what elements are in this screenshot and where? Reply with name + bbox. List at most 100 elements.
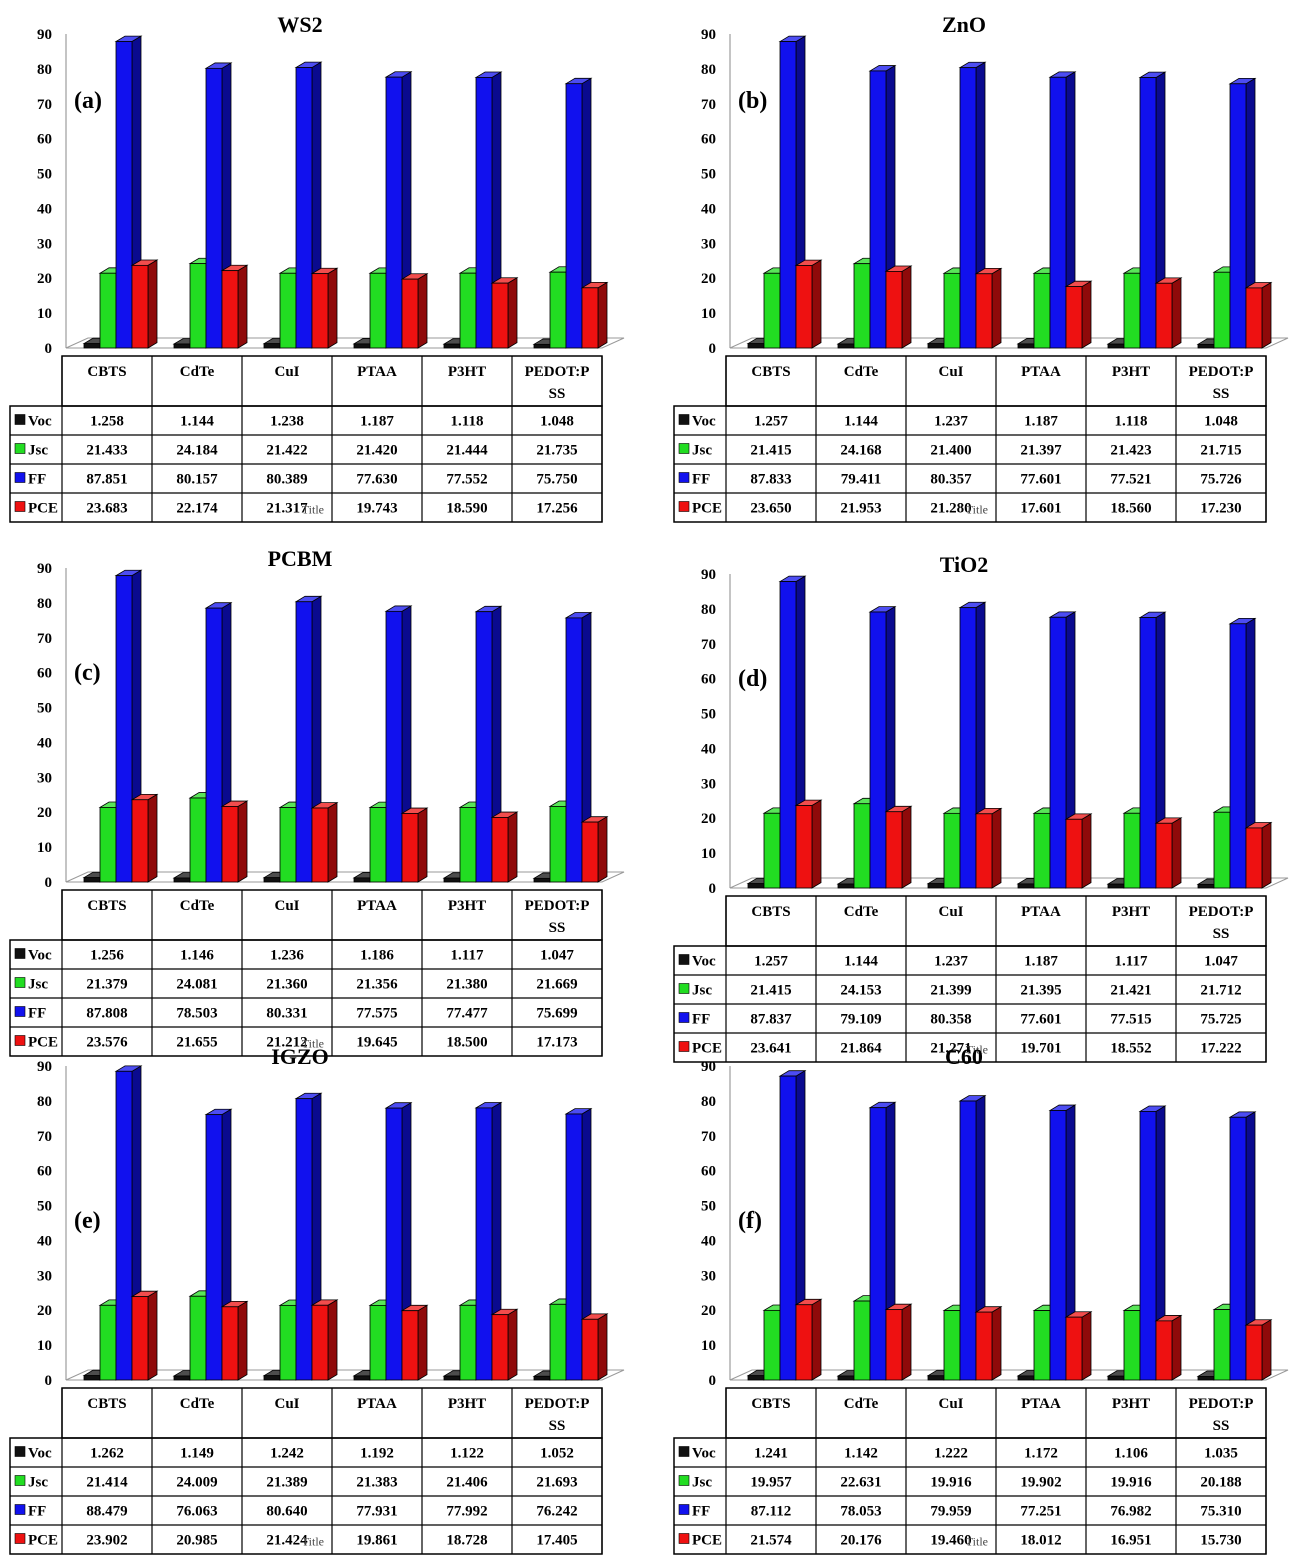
data-table: CBTS CdTe CuI PTAA P3HT PEDOT:P SS Voc 1.256 1.14… [9, 889, 603, 1057]
data-value: 78.503 [176, 1006, 217, 1022]
legend-swatch [14, 948, 26, 959]
y-tick-label: 20 [701, 811, 716, 827]
data-value: 1.149 [180, 1446, 214, 1462]
y-tick-label: 40 [37, 201, 52, 217]
data-value: 19.916 [1110, 1475, 1152, 1491]
y-tick-label: 60 [701, 132, 716, 148]
data-value: 75.750 [536, 472, 577, 488]
bar-pce [220, 264, 249, 349]
data-value: 75.726 [1200, 472, 1242, 488]
legend-swatch [14, 1475, 26, 1486]
data-value: 1.117 [451, 948, 484, 964]
bar-pce [1244, 821, 1273, 889]
legend-swatch [14, 414, 26, 425]
y-tick-label: 30 [701, 1268, 716, 1284]
y-tick-label: 20 [37, 1303, 52, 1319]
y-tick-label: 30 [37, 1268, 52, 1284]
bar-pce [884, 805, 913, 889]
y-tick-label: 20 [37, 805, 52, 821]
y-tick-label: 10 [701, 1338, 716, 1354]
series-label: FF [28, 472, 46, 488]
category-label: PTAA [1021, 1396, 1061, 1412]
y-tick-label: 90 [37, 561, 52, 577]
bar-pce [974, 267, 1003, 349]
y-tick-label: 70 [701, 97, 716, 113]
legend-swatch [678, 1041, 690, 1052]
category-label: CdTe [180, 1396, 215, 1412]
chart-title: ZnO [942, 12, 986, 37]
category-label: PTAA [357, 898, 397, 914]
bar-ff [1048, 1104, 1077, 1381]
data-value: 21.953 [840, 501, 881, 517]
bar-pce [974, 807, 1003, 889]
bar-pce [1154, 817, 1183, 889]
data-value: 1.262 [90, 1446, 124, 1462]
data-value: 24.184 [176, 443, 218, 459]
data-value: 21.414 [86, 1475, 128, 1491]
data-value: 1.048 [1204, 414, 1238, 430]
data-value: 77.552 [446, 472, 487, 488]
y-tick-label: 90 [37, 1059, 52, 1075]
data-value: 21.380 [446, 977, 487, 993]
data-value: 1.144 [844, 414, 878, 430]
bar-pce [1154, 277, 1183, 349]
stray-title-note: Title [302, 503, 324, 517]
data-value: 21.406 [446, 1475, 488, 1491]
data-value: 77.521 [1110, 472, 1151, 488]
data-value: 77.575 [356, 1006, 397, 1022]
series-label: PCE [692, 1041, 722, 1057]
data-value: 80.331 [266, 1006, 307, 1022]
series-label: Voc [692, 954, 716, 970]
bar-pce [794, 1298, 823, 1381]
data-value: 1.047 [540, 948, 574, 964]
bar-pce [130, 259, 159, 349]
legend-swatch [678, 501, 690, 512]
legend-swatch [14, 977, 26, 988]
data-value: 1.117 [1115, 954, 1148, 970]
series-label: PCE [692, 1533, 722, 1549]
data-value: 1.118 [451, 414, 484, 430]
data-value: 23.902 [86, 1533, 127, 1549]
category-label: CdTe [180, 898, 215, 914]
bar-pce [1244, 1319, 1273, 1381]
data-value: 80.357 [930, 472, 972, 488]
bar-pce [580, 1313, 609, 1381]
data-value: 79.411 [841, 472, 881, 488]
legend-swatch [14, 1446, 26, 1457]
category-label: P3HT [1112, 904, 1150, 920]
data-value: 80.157 [176, 472, 218, 488]
category-label: PTAA [1021, 364, 1061, 380]
data-value: 20.985 [176, 1533, 217, 1549]
data-value: 21.360 [266, 977, 307, 993]
data-value: 21.864 [840, 1041, 882, 1057]
data-value: 21.356 [356, 977, 398, 993]
data-value: 75.310 [1200, 1504, 1241, 1520]
data-value: 19.743 [356, 501, 397, 517]
data-value: 87.112 [751, 1504, 791, 1520]
category-label: CBTS [87, 364, 126, 380]
data-value: 19.902 [1020, 1475, 1061, 1491]
data-value: 1.035 [1204, 1446, 1238, 1462]
bar-pce [310, 1299, 339, 1381]
data-value: 78.053 [840, 1504, 881, 1520]
y-tick-label: 60 [701, 672, 716, 688]
bar-pce [400, 807, 429, 883]
data-value: 1.238 [270, 414, 304, 430]
data-value: 1.256 [90, 948, 124, 964]
y-tick-label: 50 [701, 1199, 716, 1215]
y-tick-label: 80 [701, 1094, 716, 1110]
y-tick-label: 90 [37, 27, 52, 43]
data-value: 1.257 [754, 954, 788, 970]
data-value: 21.421 [1110, 983, 1151, 999]
y-tick-label: 50 [701, 707, 716, 723]
bar-pce [580, 815, 609, 883]
category-label: PEDOT:P SS [525, 898, 590, 936]
data-value: 21.424 [266, 1533, 308, 1549]
y-tick-label: 70 [37, 97, 52, 113]
bar-pce [794, 259, 823, 349]
bar-pce [794, 799, 823, 889]
category-label: P3HT [448, 1396, 486, 1412]
data-value: 19.460 [930, 1533, 971, 1549]
data-value: 79.109 [840, 1012, 881, 1028]
data-value: 22.631 [840, 1475, 881, 1491]
